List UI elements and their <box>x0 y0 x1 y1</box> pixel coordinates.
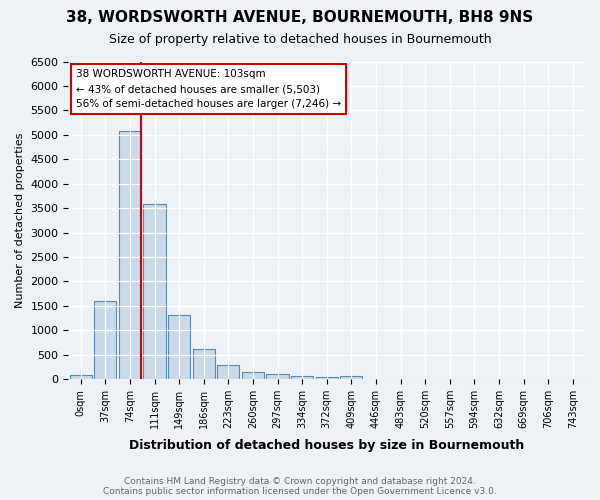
Text: Size of property relative to detached houses in Bournemouth: Size of property relative to detached ho… <box>109 32 491 46</box>
Text: 38 WORDSWORTH AVENUE: 103sqm
← 43% of detached houses are smaller (5,503)
56% of: 38 WORDSWORTH AVENUE: 103sqm ← 43% of de… <box>76 70 341 109</box>
Bar <box>266 374 289 379</box>
Bar <box>94 301 116 379</box>
Text: 38, WORDSWORTH AVENUE, BOURNEMOUTH, BH8 9NS: 38, WORDSWORTH AVENUE, BOURNEMOUTH, BH8 … <box>67 10 533 25</box>
Bar <box>242 372 264 379</box>
X-axis label: Distribution of detached houses by size in Bournemouth: Distribution of detached houses by size … <box>129 440 524 452</box>
Bar <box>143 204 166 379</box>
Bar <box>316 376 338 379</box>
Y-axis label: Number of detached properties: Number of detached properties <box>15 132 25 308</box>
Bar <box>119 131 141 379</box>
Text: Contains HM Land Registry data © Crown copyright and database right 2024.: Contains HM Land Registry data © Crown c… <box>124 477 476 486</box>
Bar <box>340 376 362 379</box>
Bar <box>70 376 92 379</box>
Bar <box>168 314 190 379</box>
Bar <box>193 349 215 379</box>
Text: Contains public sector information licensed under the Open Government Licence v3: Contains public sector information licen… <box>103 487 497 496</box>
Bar <box>217 365 239 379</box>
Bar <box>291 376 313 379</box>
